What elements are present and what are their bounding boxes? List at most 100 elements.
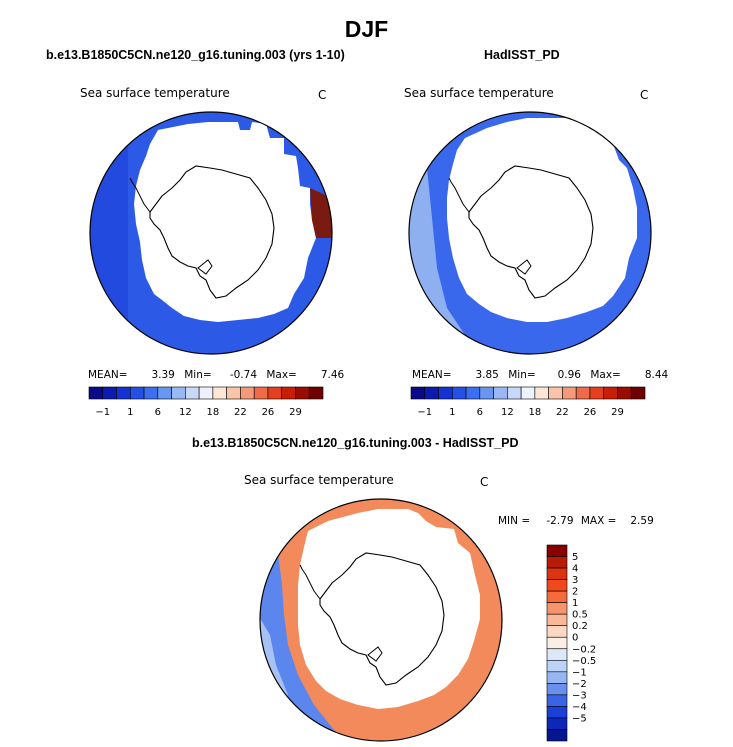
diff-colorbar-swatch bbox=[546, 683, 568, 696]
model-colorbar-swatch bbox=[226, 386, 241, 400]
model-mean-value: 3.39 bbox=[151, 369, 175, 381]
obs-ice-region bbox=[447, 118, 637, 322]
diff-colorbar-swatch bbox=[546, 625, 568, 638]
model-sst-map bbox=[89, 111, 333, 355]
model-units-label: C bbox=[318, 88, 327, 102]
model-colorbar-label: 18 bbox=[207, 407, 220, 418]
model-min-label: Min= bbox=[184, 369, 212, 381]
model-colorbar-swatch bbox=[295, 386, 310, 400]
obs-min-value: 0.96 bbox=[557, 369, 581, 381]
diff-colorbar-swatch bbox=[546, 544, 568, 557]
model-ross-shelf bbox=[197, 259, 213, 275]
diff-colorbar-label: −1 bbox=[572, 667, 587, 678]
model-colorbar-swatch bbox=[157, 386, 172, 400]
diff-colorbar-swatch bbox=[546, 706, 568, 719]
model-colorbar-label: 29 bbox=[289, 407, 302, 418]
diff-colorbar-swatch bbox=[546, 648, 568, 661]
diff-colorbar-swatch bbox=[546, 671, 568, 684]
diff-colorbar-swatch bbox=[546, 602, 568, 615]
obs-colorbar-swatch bbox=[520, 386, 536, 400]
diff-colorbar-label: 0 bbox=[572, 633, 578, 644]
diff-colorbar-swatch bbox=[546, 590, 568, 603]
diff-colorbar-label: −4 bbox=[572, 702, 587, 713]
obs-colorbar-swatch bbox=[630, 386, 646, 400]
diff-colorbar-swatch bbox=[546, 636, 568, 650]
diff-colorbar-swatch bbox=[546, 567, 568, 580]
diff-max-value: 2.59 bbox=[630, 515, 654, 527]
obs-colorbar-swatch bbox=[603, 386, 618, 400]
diff-colorbar-label: 3 bbox=[572, 575, 578, 586]
obs-colorbar-label: 29 bbox=[611, 407, 624, 418]
diff-colorbar-label: 1 bbox=[572, 598, 578, 609]
diff-colorbar-label: −0.2 bbox=[572, 644, 596, 655]
obs-max-value: 8.44 bbox=[644, 369, 669, 381]
obs-sst-map bbox=[408, 111, 652, 355]
diff-antarctica-coast bbox=[319, 552, 445, 686]
diff-colorbar-swatch bbox=[546, 579, 568, 592]
model-mean-label: MEAN= bbox=[88, 369, 128, 381]
obs-colorbar-swatch bbox=[438, 386, 453, 400]
diff-colorbar-label: −3 bbox=[572, 690, 587, 701]
page-title: DJF bbox=[344, 16, 389, 42]
model-colorbar-swatch bbox=[116, 386, 131, 400]
obs-colorbar-swatch bbox=[617, 386, 632, 400]
obs-mean-label: MEAN= bbox=[412, 369, 452, 381]
obs-colorbar-swatch bbox=[479, 386, 494, 400]
obs-min-label: Min= bbox=[508, 369, 536, 381]
obs-colorbar-label: 12 bbox=[501, 407, 514, 418]
model-antarctica-coast bbox=[149, 165, 275, 299]
obs-ross-shelf bbox=[516, 259, 532, 275]
model-colorbar-label: 12 bbox=[179, 407, 192, 418]
obs-peninsula-coast bbox=[448, 177, 470, 213]
model-cool-band bbox=[90, 112, 128, 354]
obs-max-label: Max= bbox=[590, 369, 621, 381]
diff-ice-region bbox=[298, 509, 480, 709]
diff-sst-map bbox=[259, 498, 503, 742]
obs-colorbar-label: 22 bbox=[556, 407, 569, 418]
diff-units-label: C bbox=[480, 475, 489, 489]
obs-case-title: HadISST_PD bbox=[484, 48, 560, 62]
model-colorbar-swatch bbox=[267, 386, 283, 400]
obs-colorbar-swatch bbox=[465, 386, 481, 400]
diff-colorbar-label: 2 bbox=[572, 587, 578, 598]
model-ice-region bbox=[134, 122, 316, 322]
diff-peninsula-coast bbox=[299, 564, 321, 600]
diff-colorbar-label: 5 bbox=[572, 552, 578, 563]
diff-max-label: MAX = bbox=[580, 515, 617, 527]
model-colorbar-swatch bbox=[102, 386, 117, 400]
model-colorbar-swatch bbox=[240, 386, 255, 400]
obs-colorbar-swatch bbox=[548, 386, 563, 400]
obs-colorbar-swatch bbox=[575, 386, 591, 400]
diff-colorbar-label: −0.5 bbox=[572, 656, 596, 667]
diff-colorbar-label: −5 bbox=[572, 713, 587, 724]
obs-variable-label: Sea surface temperature bbox=[404, 86, 554, 100]
obs-colorbar-swatch bbox=[410, 386, 426, 400]
diff-colorbar-swatch bbox=[546, 717, 568, 730]
obs-map-border bbox=[408, 111, 652, 355]
diff-colorbar-label: −2 bbox=[572, 679, 587, 690]
model-map-border bbox=[89, 111, 333, 355]
obs-colorbar-swatch bbox=[507, 386, 522, 400]
model-max-value: 7.46 bbox=[320, 369, 345, 381]
model-peninsula-coast bbox=[129, 177, 151, 213]
obs-colorbar-swatch bbox=[562, 386, 577, 400]
diff-colorbar-swatch bbox=[546, 659, 568, 673]
diff-case-title: b.e13.B1850C5CN.ne120_g16.tuning.003 - H… bbox=[192, 436, 519, 450]
model-max-label: Max= bbox=[266, 369, 297, 381]
obs-units-label: C bbox=[640, 88, 649, 102]
model-colorbar-swatch bbox=[143, 386, 159, 400]
model-colorbar-swatch bbox=[253, 386, 269, 400]
model-case-title: b.e13.B1850C5CN.ne120_g16.tuning.003 (yr… bbox=[46, 48, 345, 62]
diff-min-value: -2.79 bbox=[546, 515, 574, 527]
model-colorbar-swatch bbox=[198, 386, 214, 400]
obs-mean-value: 3.85 bbox=[475, 369, 499, 381]
model-colorbar-swatch bbox=[281, 386, 296, 400]
diff-min-label: MIN = bbox=[498, 515, 531, 527]
diff-colorbar-swatch bbox=[546, 729, 568, 742]
model-colorbar-swatch bbox=[308, 386, 324, 400]
obs-antarctica-coast bbox=[468, 165, 594, 299]
obs-colorbar-swatch bbox=[493, 386, 508, 400]
model-colorbar-label: 6 bbox=[155, 407, 161, 418]
diff-colorbar-label: 0.2 bbox=[572, 621, 588, 632]
